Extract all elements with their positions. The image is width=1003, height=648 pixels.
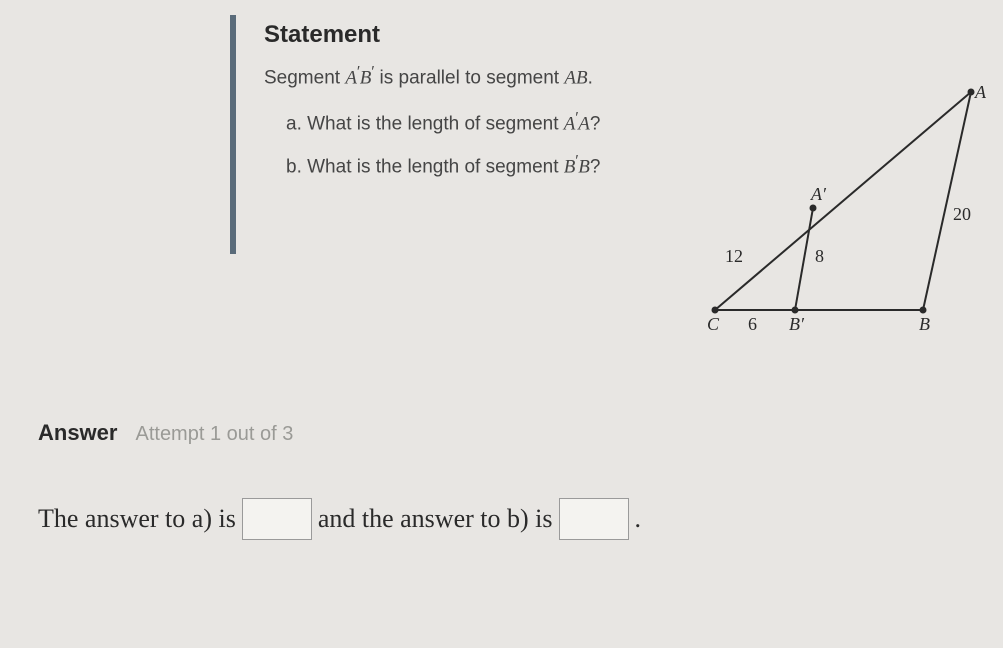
ans-p1: The answer to a) is bbox=[38, 504, 236, 534]
statement-line: Segment A′B′ is parallel to segment AB. bbox=[264, 63, 750, 89]
stmt-suffix: . bbox=[588, 67, 593, 88]
answer-header: Answer Attempt 1 out of 3 bbox=[38, 420, 938, 446]
svg-text:12: 12 bbox=[725, 246, 743, 266]
statement-heading: Statement bbox=[264, 21, 750, 49]
answer-a-input[interactable] bbox=[242, 498, 312, 540]
qa-suffix: ? bbox=[590, 114, 601, 135]
ans-p2: and the answer to b) is bbox=[318, 504, 553, 534]
stmt-prefix: Segment bbox=[264, 67, 345, 88]
svg-text:B: B bbox=[919, 314, 930, 334]
svg-text:B′: B′ bbox=[789, 314, 805, 334]
ans-period: . bbox=[635, 504, 642, 534]
answer-line: The answer to a) is and the answer to b)… bbox=[38, 498, 938, 540]
answer-b-input[interactable] bbox=[559, 498, 629, 540]
question-b: b. What is the length of segment B′B? bbox=[286, 152, 750, 178]
svg-text:A: A bbox=[974, 82, 987, 102]
question-a: a. What is the length of segment A′A? bbox=[286, 109, 750, 135]
qa-a: A bbox=[564, 114, 576, 135]
qb-b: B bbox=[578, 156, 590, 177]
triangle-diagram: C B′ B A′ A 12 8 6 20 bbox=[695, 80, 995, 340]
qb-prefix: b. What is the length of segment bbox=[286, 156, 564, 177]
svg-text:6: 6 bbox=[748, 314, 757, 334]
svg-text:C: C bbox=[707, 314, 720, 334]
svg-text:A′: A′ bbox=[810, 184, 827, 204]
seg2: AB bbox=[564, 67, 587, 88]
answer-label: Answer bbox=[38, 420, 117, 446]
seg1-a: A bbox=[345, 67, 357, 88]
stmt-mid: is parallel to segment bbox=[374, 67, 564, 88]
qb-a: B bbox=[564, 156, 576, 177]
qa-b: A bbox=[578, 114, 590, 135]
statement-block: Statement Segment A′B′ is parallel to se… bbox=[230, 15, 750, 254]
answer-block: Answer Attempt 1 out of 3 The answer to … bbox=[38, 420, 938, 540]
seg1-b: B bbox=[360, 67, 372, 88]
svg-text:8: 8 bbox=[815, 246, 824, 266]
svg-text:20: 20 bbox=[953, 204, 971, 224]
qb-suffix: ? bbox=[590, 156, 601, 177]
attempt-text: Attempt 1 out of 3 bbox=[135, 423, 293, 446]
qa-prefix: a. What is the length of segment bbox=[286, 114, 564, 135]
